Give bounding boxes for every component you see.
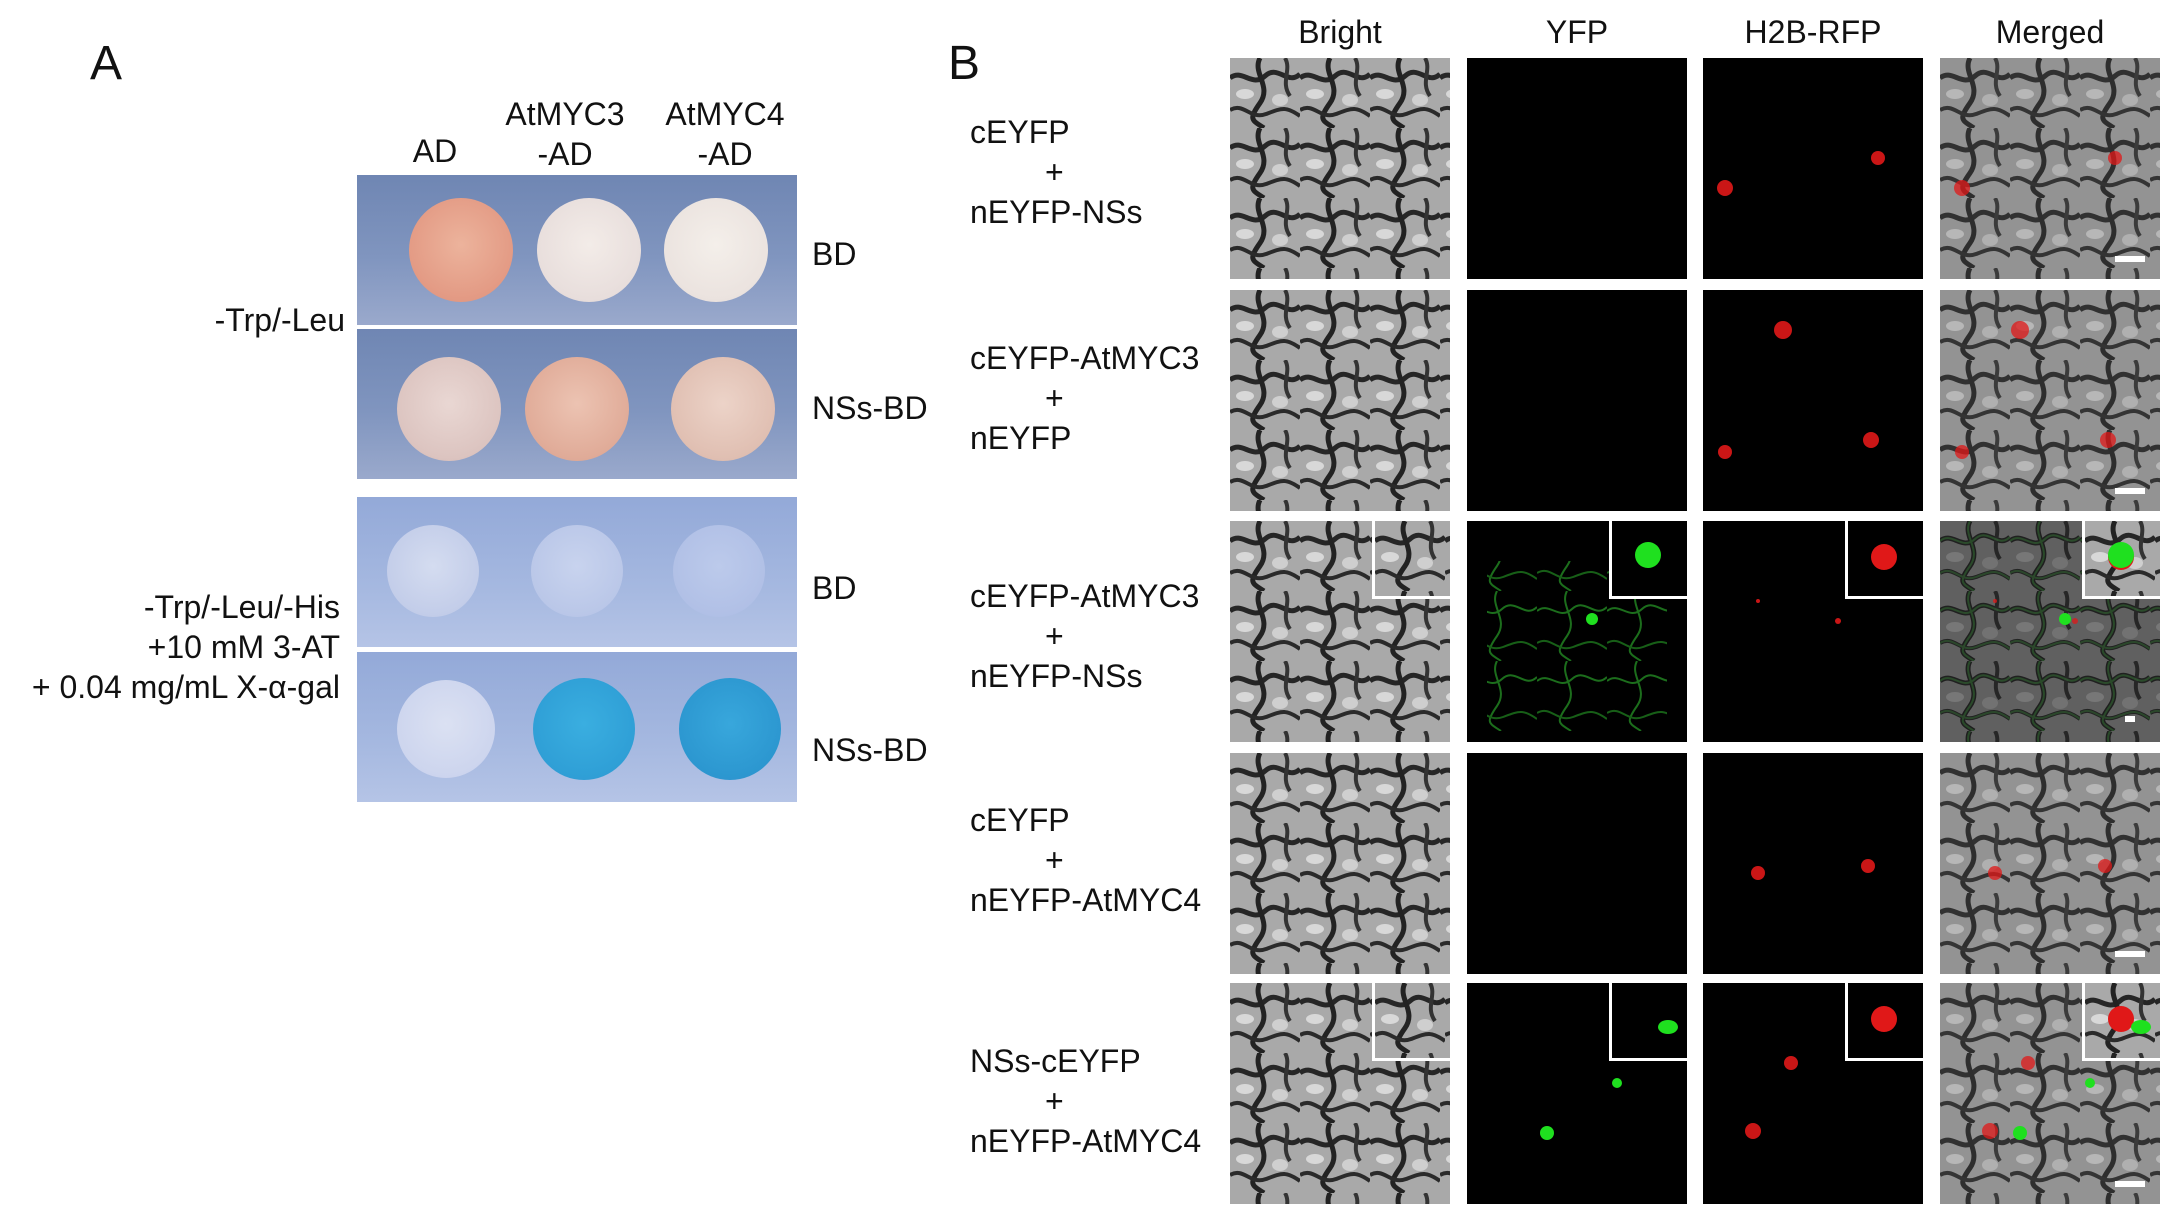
micrograph-rfp-row5 [1703, 983, 1923, 1204]
micrograph-bright-row3 [1230, 521, 1450, 742]
condition-label-trp-leu: -Trp/-Leu [214, 302, 345, 338]
micrograph-rfp-row1 [1703, 58, 1923, 279]
yeast-plate-his-nss-bd [357, 652, 797, 802]
micrograph-yfp-row3 [1467, 521, 1687, 742]
zoom-inset [1845, 983, 1923, 1061]
col-header-merged: Merged [1995, 14, 2105, 50]
scale-bar [2115, 1181, 2145, 1187]
construct-row3-line2: + [1045, 618, 1064, 654]
row-label-nss-bd-1: NSs-BD [812, 390, 928, 426]
construct-row4-line2: + [1045, 842, 1064, 878]
micrograph-yfp-row1 [1467, 58, 1687, 279]
panel-a-letter: A [90, 37, 123, 90]
zoom-inset [1372, 521, 1450, 599]
col-header-bright: Bright [1298, 14, 1382, 50]
micrograph-rfp-row2 [1703, 290, 1923, 511]
colony-myc3-his-bd [531, 525, 623, 617]
row-label-bd-2: BD [812, 570, 857, 606]
construct-row2-line3: nEYFP [970, 420, 1072, 456]
col-label-myc3-line1: AtMYC3 [505, 96, 625, 132]
row-label-nss-bd-2: NSs-BD [812, 732, 928, 768]
micrograph-merged-row2 [1940, 290, 2160, 511]
construct-row3-line1: cEYFP-AtMYC3 [970, 578, 1200, 614]
micrograph-bright-row5 [1230, 983, 1450, 1204]
zoom-inset [1609, 521, 1687, 599]
colony-myc4-bd [664, 198, 768, 302]
micrograph-merged-row4 [1940, 753, 2160, 974]
micrograph-merged-row3 [1940, 521, 2160, 742]
micrograph-bright-row2 [1230, 290, 1450, 511]
colony-myc3-bd [537, 198, 641, 302]
scale-bar [2115, 488, 2145, 494]
yeast-plate-trp-leu-nss-bd [357, 329, 797, 479]
colony-myc3-his-nss-bd [533, 678, 635, 780]
construct-row2-line1: cEYFP-AtMYC3 [970, 340, 1200, 376]
micrograph-bright-row1 [1230, 58, 1450, 279]
zoom-inset [2082, 983, 2160, 1061]
condition-label-his-line1: -Trp/-Leu/-His [143, 589, 340, 625]
micrograph-merged-row1 [1940, 58, 2160, 279]
micrograph-rfp-row4 [1703, 753, 1923, 974]
zoom-inset [1845, 521, 1923, 599]
construct-row5-line3: nEYFP-AtMYC4 [970, 1123, 1202, 1159]
colony-myc4-his-nss-bd [679, 678, 781, 780]
construct-row4-line1: cEYFP [970, 802, 1070, 838]
micrograph-merged-row5 [1940, 983, 2160, 1204]
col-label-myc3-line2: -AD [537, 136, 593, 172]
micrograph-yfp-row4 [1467, 753, 1687, 974]
yeast-plate-his-bd [357, 497, 797, 647]
col-label-myc4-line1: AtMYC4 [665, 96, 785, 132]
zoom-inset [1372, 983, 1450, 1061]
col-header-h2b-rfp: H2B-RFP [1744, 14, 1882, 50]
construct-row3-line3: nEYFP-NSs [970, 658, 1143, 694]
micrograph-bright-row4 [1230, 753, 1450, 974]
col-label-myc4-line2: -AD [697, 136, 753, 172]
construct-row1-line2: + [1045, 154, 1064, 190]
col-header-yfp: YFP [1545, 14, 1609, 50]
construct-row1-line3: nEYFP-NSs [970, 194, 1143, 230]
zoom-inset [2082, 521, 2160, 599]
colony-myc3-nss-bd [525, 357, 629, 461]
construct-row2-line2: + [1045, 380, 1064, 416]
colony-ad-his-bd [387, 525, 479, 617]
construct-row5-line2: + [1045, 1083, 1064, 1119]
construct-row4-line3: nEYFP-AtMYC4 [970, 882, 1202, 918]
construct-row5-line1: NSs-cEYFP [970, 1043, 1141, 1079]
colony-ad-bd [409, 198, 513, 302]
colony-myc4-his-bd [673, 525, 765, 617]
row-label-bd-1: BD [812, 236, 857, 272]
colony-ad-nss-bd [397, 357, 501, 461]
col-label-ad: AD [412, 133, 458, 169]
panel-b-letter: B [948, 37, 981, 90]
yeast-plate-trp-leu-bd [357, 175, 797, 325]
micrograph-yfp-row5 [1467, 983, 1687, 1204]
construct-row1-line1: cEYFP [970, 114, 1070, 150]
colony-myc4-nss-bd [671, 357, 775, 461]
micrograph-yfp-row2 [1467, 290, 1687, 511]
condition-label-his-line2: +10 mM 3-AT [147, 629, 340, 665]
zoom-inset [1609, 983, 1687, 1061]
condition-label-his-line3: + 0.04 mg/mL X-α-gal [31, 669, 340, 705]
scale-bar [2115, 951, 2145, 957]
colony-ad-his-nss-bd [397, 680, 495, 778]
scale-bar [2115, 256, 2145, 262]
scale-bar [2125, 716, 2135, 722]
micrograph-rfp-row3 [1703, 521, 1923, 742]
